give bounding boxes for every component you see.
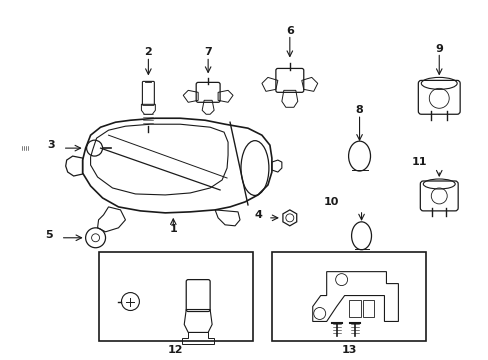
Text: 3: 3 (47, 140, 55, 150)
Text: 9: 9 (434, 44, 442, 54)
Bar (271, 252, 426, 341)
Text: 11: 11 (411, 157, 426, 167)
Text: 5: 5 (45, 230, 53, 240)
Bar (99, 252, 252, 341)
Text: 4: 4 (253, 210, 262, 220)
Text: 6: 6 (285, 26, 293, 36)
Text: 7: 7 (204, 48, 212, 58)
Text: 12: 12 (168, 345, 183, 355)
Text: 10: 10 (324, 197, 339, 207)
Text: 8: 8 (355, 105, 363, 115)
Text: 1: 1 (169, 224, 177, 234)
Bar (348, 300, 360, 318)
Text: 13: 13 (341, 345, 356, 355)
Bar (362, 300, 374, 318)
Text: 2: 2 (144, 48, 152, 58)
